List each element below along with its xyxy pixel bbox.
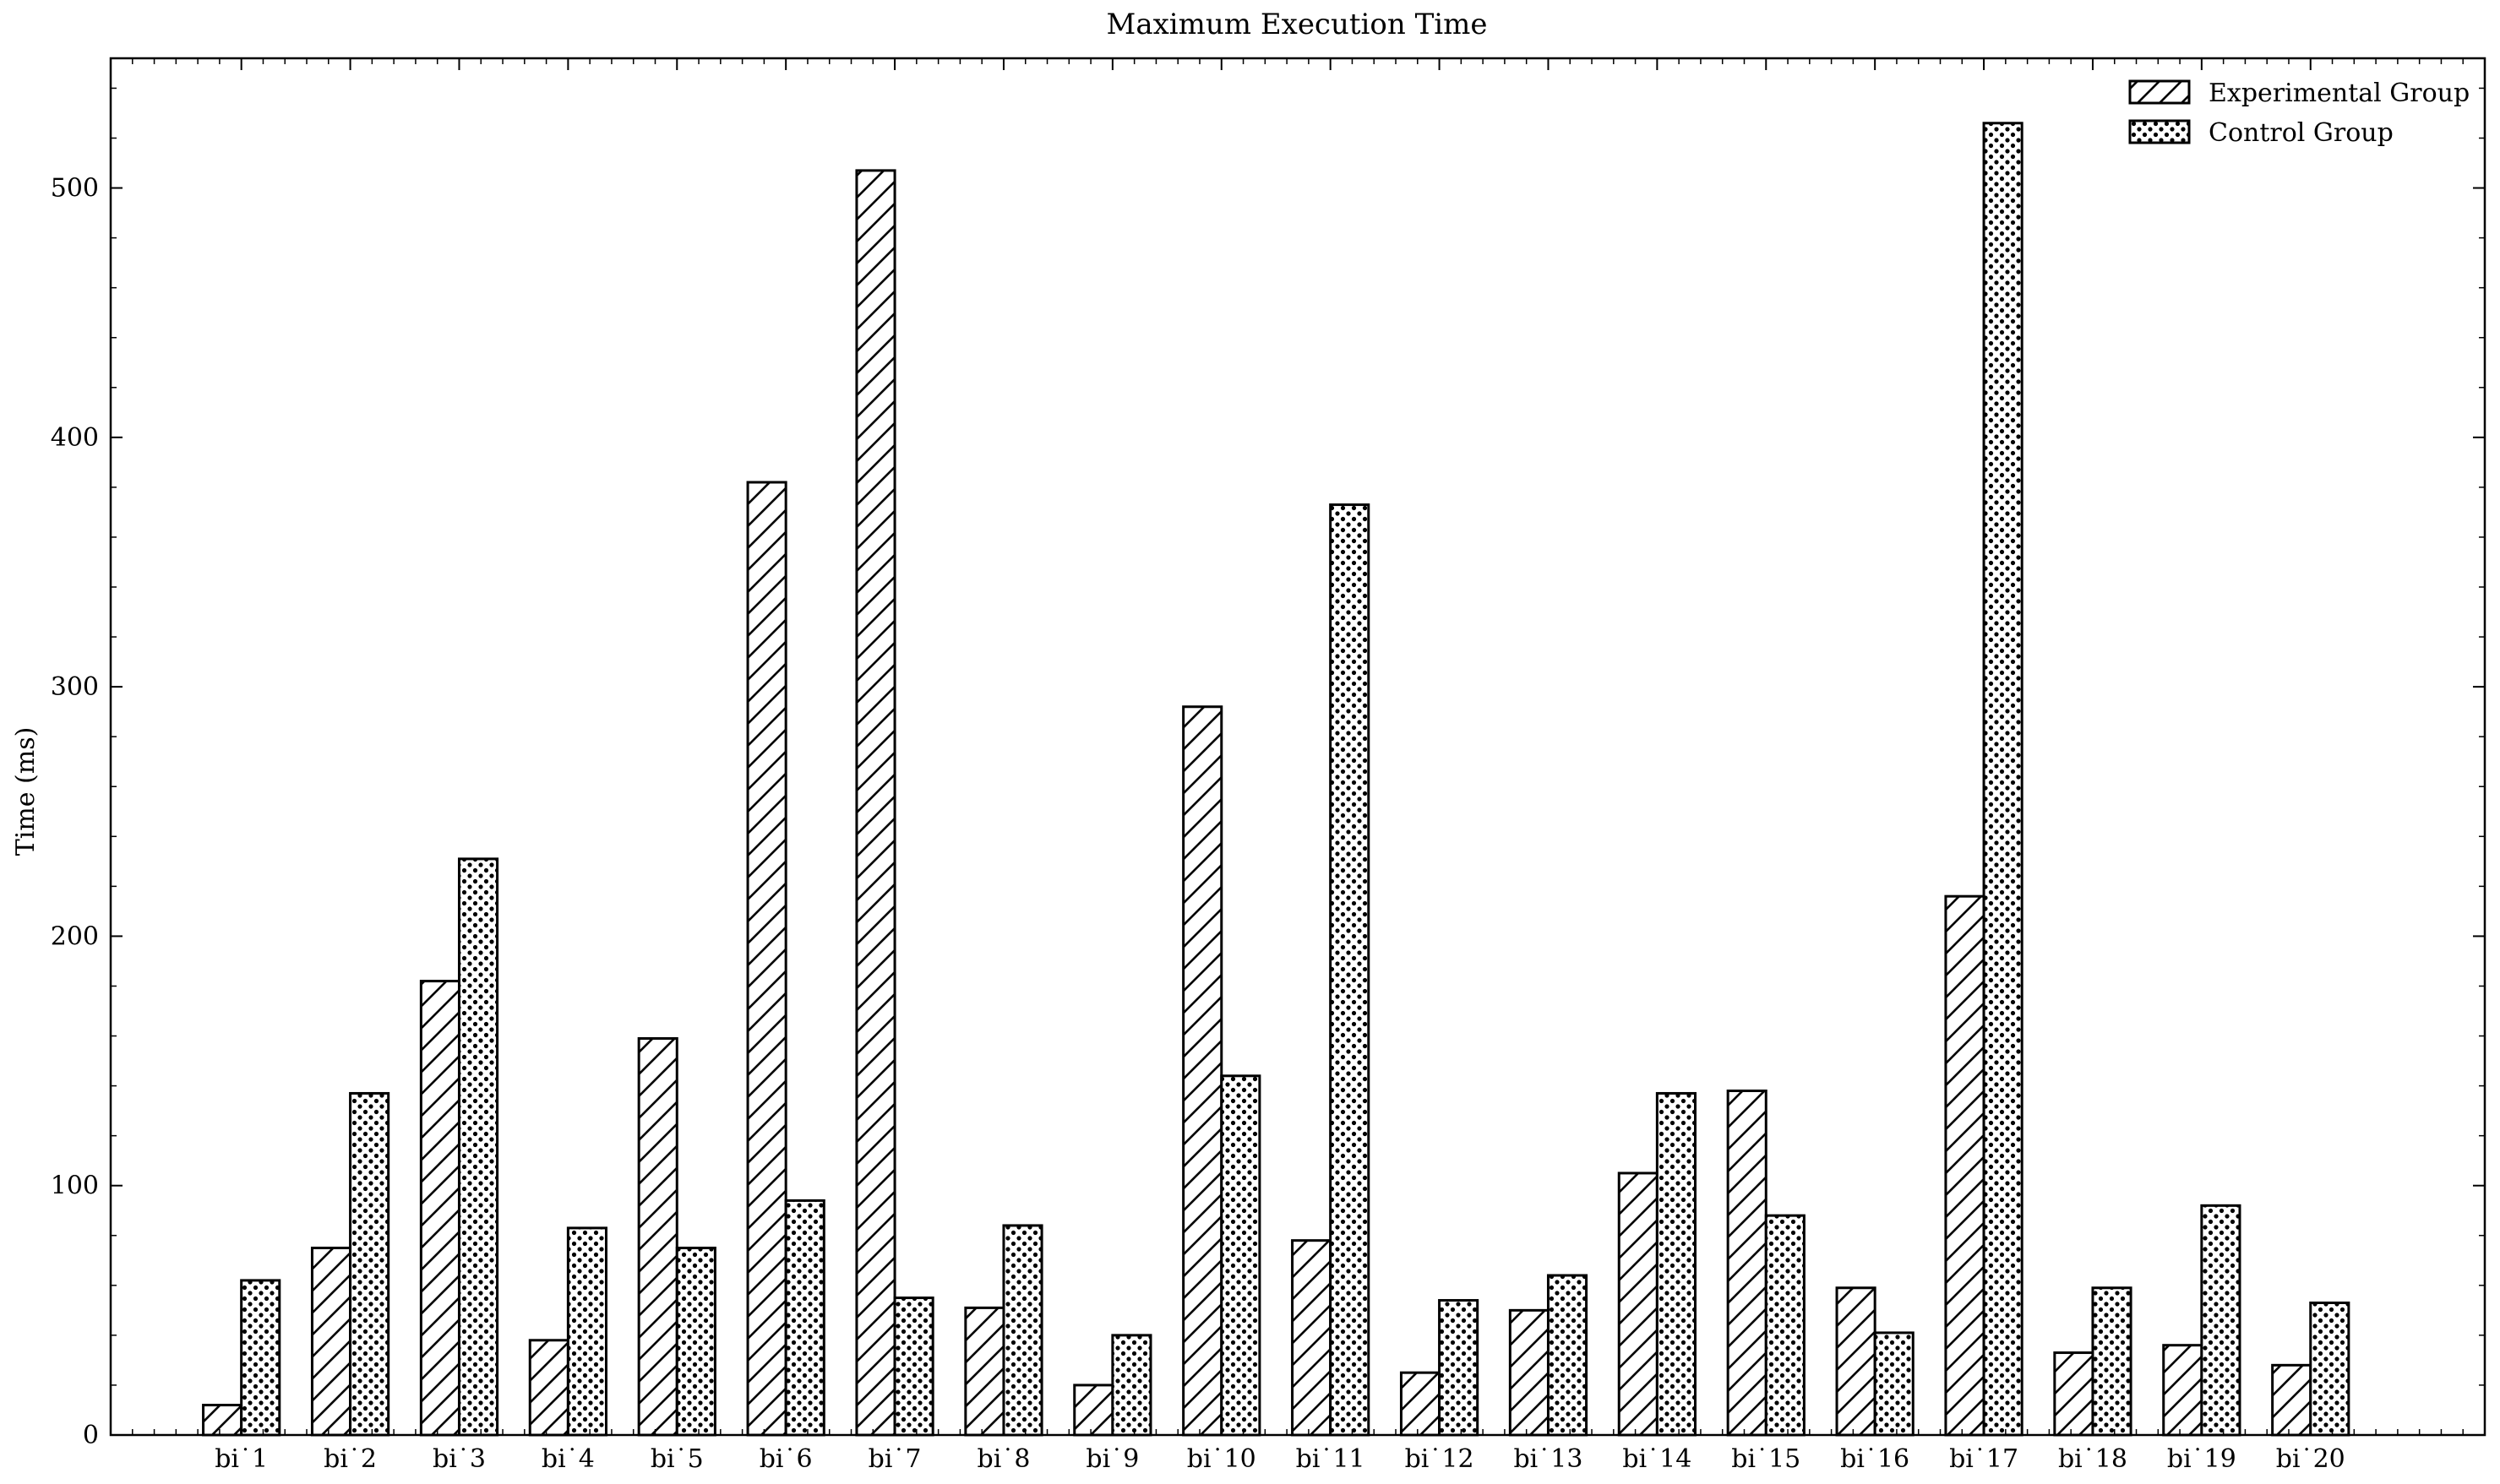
x-tick-label: bi˙7	[869, 1444, 922, 1474]
bar-control-7	[893, 1296, 934, 1437]
x-tick-label: bi˙5	[651, 1444, 704, 1474]
bar-control-13	[1546, 1274, 1588, 1437]
bar-control-20	[2309, 1301, 2350, 1437]
bar-control-16	[1873, 1331, 1914, 1437]
bar-experimental-17	[1944, 894, 1985, 1437]
x-tick-label: bi˙12	[1405, 1444, 1474, 1474]
bar-experimental-19	[2162, 1344, 2203, 1437]
x-tick-label: bi˙6	[760, 1444, 813, 1474]
bar-control-11	[1329, 503, 1370, 1437]
x-tick-label: bi˙16	[1840, 1444, 1909, 1474]
legend-swatch-control	[2128, 119, 2191, 144]
bar-control-19	[2200, 1204, 2241, 1437]
bar-control-10	[1220, 1074, 1261, 1437]
y-tick-label: 500	[51, 174, 99, 204]
bar-control-9	[1111, 1334, 1152, 1437]
x-tick-label: bi˙4	[542, 1444, 595, 1474]
chart-title: Maximum Execution Time	[1107, 8, 1488, 41]
bar-experimental-5	[637, 1036, 678, 1437]
y-tick-label: 0	[83, 1421, 99, 1450]
bar-experimental-20	[2271, 1363, 2312, 1437]
bar-experimental-4	[528, 1339, 569, 1437]
bar-experimental-13	[1508, 1308, 1550, 1437]
y-axis: 0 100 200 300 400 500	[51, 87, 2485, 1450]
plot-frame	[109, 57, 2486, 1437]
x-tick-label: bi˙9	[1086, 1444, 1139, 1474]
y-tick-label: 300	[51, 672, 99, 702]
bar-control-12	[1438, 1299, 1479, 1437]
x-tick-label: bi˙15	[1731, 1444, 1800, 1474]
legend-label-experimental: Experimental Group	[2209, 79, 2470, 108]
legend-label-control: Control Group	[2209, 118, 2394, 148]
legend: Experimental Group Control Group	[2128, 79, 2470, 148]
bar-experimental-8	[964, 1306, 1005, 1437]
x-tick-label: bi˙2	[324, 1444, 377, 1474]
bar-experimental-3	[419, 980, 460, 1437]
x-tick-label: bi˙1	[215, 1444, 268, 1474]
x-tick-label: bi˙19	[2167, 1444, 2236, 1474]
bar-experimental-9	[1073, 1383, 1114, 1437]
y-tick-label: 200	[51, 921, 99, 951]
bar-experimental-16	[1835, 1286, 1876, 1437]
bar-control-3	[457, 857, 499, 1437]
bar-experimental-11	[1291, 1239, 1332, 1437]
bar-control-5	[675, 1247, 716, 1437]
x-tick-label: bi˙11	[1296, 1444, 1365, 1474]
bar-experimental-18	[2053, 1351, 2094, 1437]
bar-experimental-14	[1617, 1171, 1658, 1437]
bar-experimental-1	[202, 1404, 243, 1437]
y-tick-label: 100	[51, 1171, 99, 1201]
bar-experimental-10	[1182, 705, 1223, 1437]
x-tick-label: bi˙17	[1949, 1444, 2018, 1474]
bars-layer	[202, 122, 2350, 1437]
bar-control-4	[566, 1226, 607, 1437]
bar-experimental-15	[1726, 1090, 1767, 1437]
bar-experimental-7	[855, 169, 896, 1437]
x-tick-label: bi˙8	[978, 1444, 1031, 1474]
bar-experimental-12	[1399, 1371, 1441, 1437]
bar-control-6	[784, 1199, 825, 1437]
bar-control-1	[240, 1279, 281, 1437]
bar-control-8	[1002, 1224, 1043, 1437]
bar-control-17	[1982, 122, 2023, 1437]
bar-experimental-6	[746, 481, 787, 1437]
bar-control-14	[1655, 1091, 1697, 1437]
y-tick-label: 400	[51, 423, 99, 453]
bar-control-2	[349, 1091, 390, 1437]
y-axis-label: Time (ms)	[11, 727, 41, 856]
x-tick-label: bi˙10	[1187, 1444, 1256, 1474]
legend-swatch-experimental	[2128, 79, 2191, 105]
x-tick-label: bi˙13	[1513, 1444, 1582, 1474]
x-tick-label: bi˙20	[2276, 1444, 2345, 1474]
x-tick-label: bi˙14	[1622, 1444, 1691, 1474]
bar-control-18	[2091, 1286, 2132, 1437]
bar-experimental-2	[310, 1247, 352, 1437]
x-tick-label: bi˙3	[433, 1444, 486, 1474]
bar-control-15	[1764, 1214, 1806, 1437]
x-tick-label: bi˙18	[2058, 1444, 2127, 1474]
